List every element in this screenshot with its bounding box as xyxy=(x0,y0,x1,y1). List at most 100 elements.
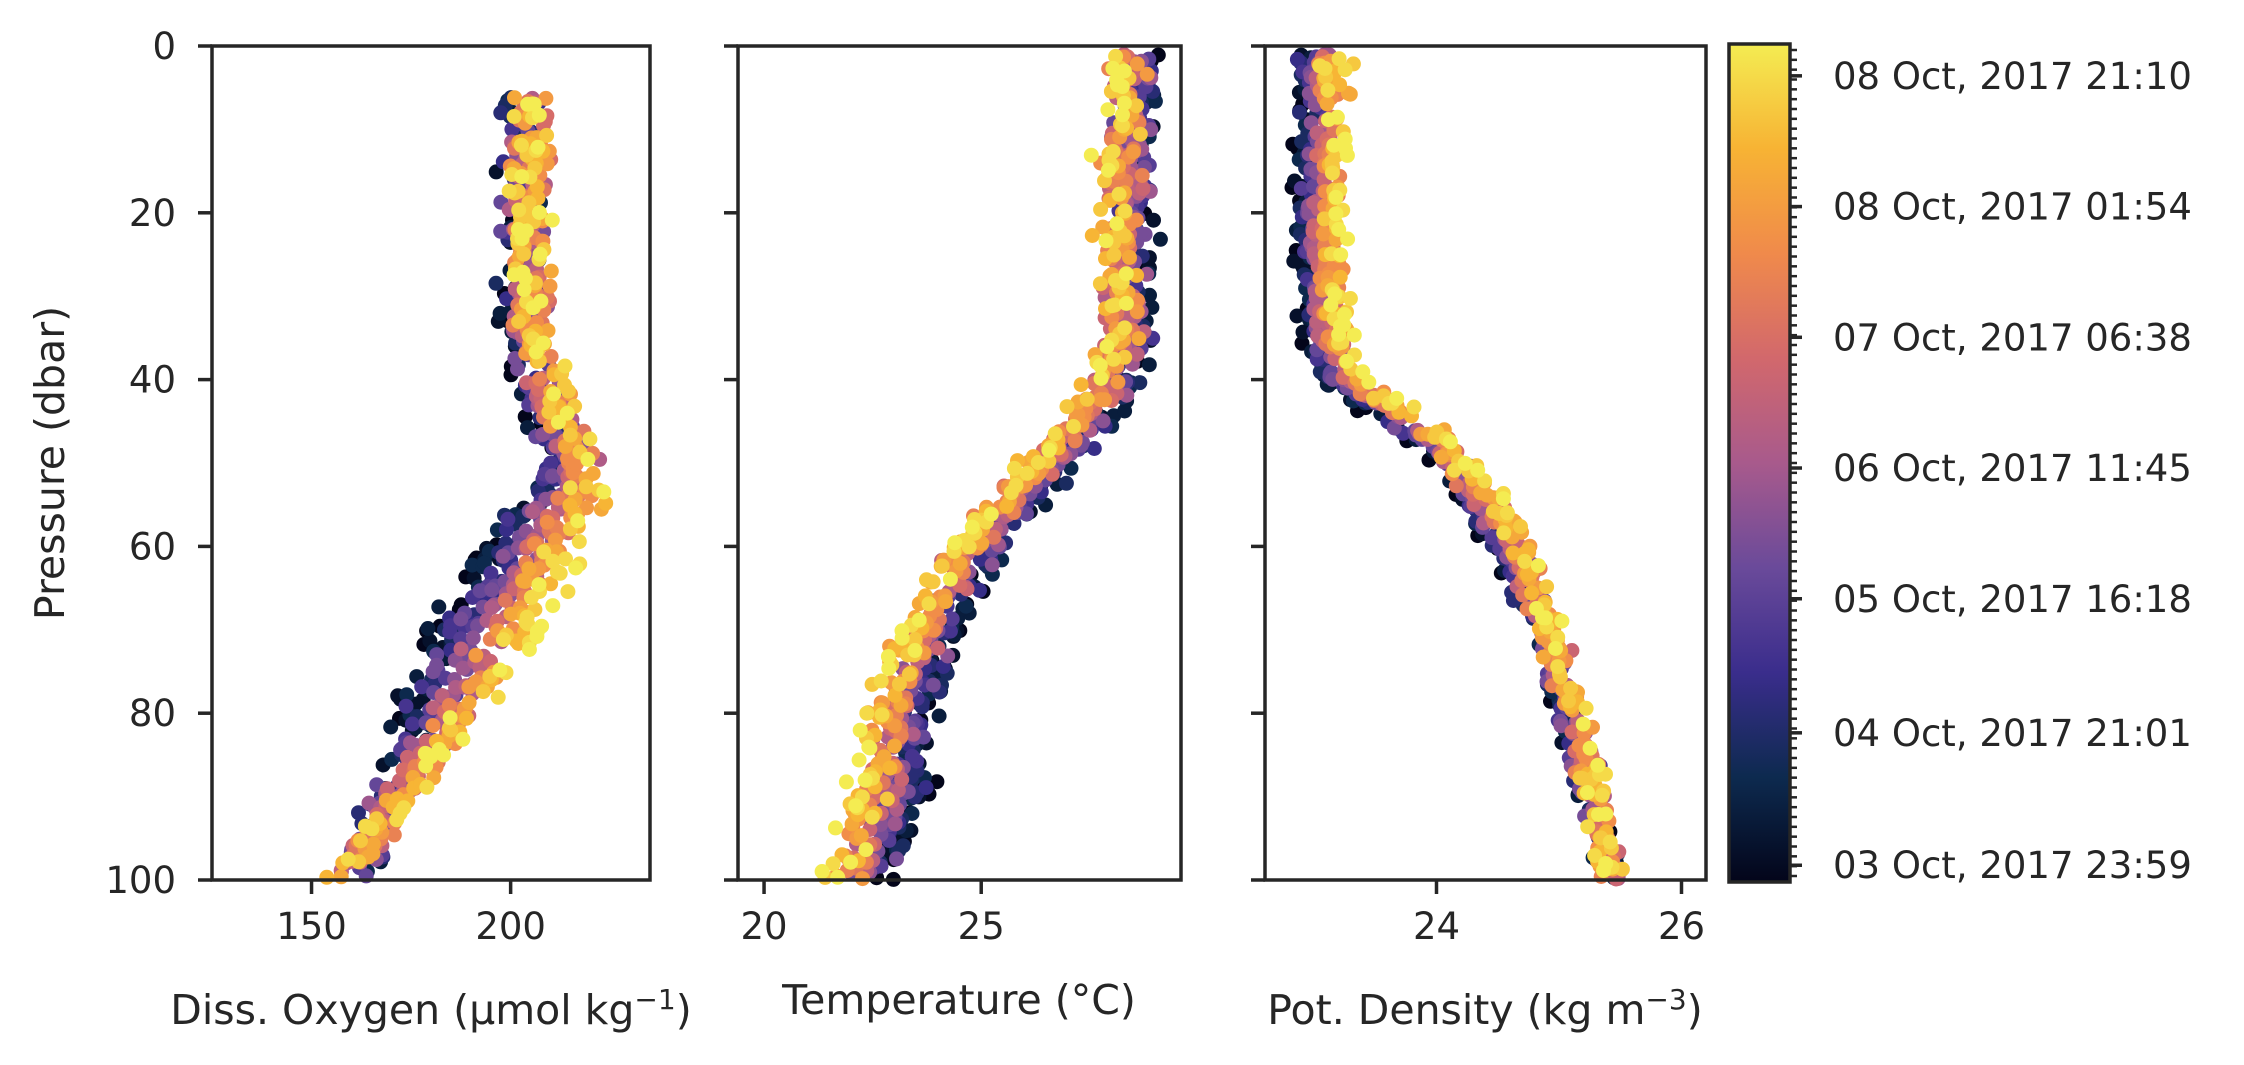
data-point xyxy=(1117,320,1133,336)
data-point xyxy=(514,169,530,185)
data-point xyxy=(925,677,941,693)
data-point xyxy=(853,828,869,844)
density-scatter-points xyxy=(1284,47,1630,887)
colorbar-tick-label: 03 Oct, 2017 23:59 xyxy=(1833,844,2192,887)
data-point xyxy=(513,137,529,153)
data-point xyxy=(986,529,1002,545)
data-point xyxy=(545,598,561,614)
data-point xyxy=(1084,228,1100,243)
data-point xyxy=(1115,118,1130,134)
data-point xyxy=(425,718,441,733)
data-point xyxy=(1116,95,1132,111)
data-point xyxy=(1129,346,1145,362)
data-point xyxy=(1132,375,1148,391)
data-point xyxy=(1320,82,1336,98)
data-point xyxy=(964,519,980,535)
data-point xyxy=(934,558,950,574)
data-point xyxy=(543,349,559,364)
density-panel: 24 26 Pot. Density (kg m−3) xyxy=(1251,44,1708,1034)
data-point xyxy=(543,576,559,592)
data-point xyxy=(851,752,867,768)
data-point xyxy=(472,583,488,599)
data-point xyxy=(1326,137,1342,153)
data-point xyxy=(1108,273,1123,288)
data-point xyxy=(357,818,373,834)
data-point xyxy=(568,560,584,576)
data-point xyxy=(828,820,843,836)
data-point xyxy=(569,456,584,472)
data-point xyxy=(983,506,999,522)
data-point xyxy=(874,707,890,723)
data-point xyxy=(468,647,484,663)
colorbar-gradient xyxy=(1729,44,1790,882)
data-point xyxy=(441,697,457,713)
data-point xyxy=(1066,419,1081,434)
data-point xyxy=(532,371,548,387)
data-point xyxy=(516,282,532,298)
data-point xyxy=(519,609,535,625)
data-point xyxy=(1131,331,1147,347)
data-point xyxy=(534,618,550,634)
y-tick-label: 40 xyxy=(129,359,176,402)
oxygen-panel: 150 200 0 20 40 60 80 100 Diss. Oxygen (μmol k… xyxy=(26,25,692,1034)
data-point xyxy=(911,612,927,628)
data-point xyxy=(484,582,500,598)
data-point xyxy=(570,513,586,529)
data-point xyxy=(483,565,499,581)
data-point xyxy=(1097,392,1113,408)
data-point xyxy=(1339,353,1355,369)
data-point xyxy=(530,139,546,155)
data-point xyxy=(1550,629,1566,645)
data-point xyxy=(1063,460,1079,476)
data-point xyxy=(1582,740,1598,756)
data-point xyxy=(1336,317,1352,333)
data-point xyxy=(1361,374,1377,390)
data-point xyxy=(1122,249,1137,265)
data-point xyxy=(942,623,958,639)
data-point xyxy=(901,666,917,682)
data-point xyxy=(1100,162,1116,178)
data-point xyxy=(1327,286,1343,302)
temperature-x-ticks: 20 25 xyxy=(741,880,1005,948)
data-point xyxy=(403,735,418,751)
data-point xyxy=(921,596,937,612)
data-point xyxy=(984,557,1000,573)
data-point xyxy=(386,827,402,843)
data-point xyxy=(558,551,573,567)
data-point xyxy=(1587,848,1603,863)
x-tick-label: 200 xyxy=(475,905,546,948)
data-point xyxy=(1292,104,1307,120)
data-point xyxy=(542,278,558,294)
data-point xyxy=(493,105,509,121)
data-point xyxy=(1092,357,1108,373)
data-point xyxy=(539,156,555,172)
colorbar-tick-label: 08 Oct, 2017 21:10 xyxy=(1833,55,2192,98)
data-point xyxy=(419,779,435,795)
data-point xyxy=(1100,102,1116,118)
data-point xyxy=(1108,48,1124,64)
data-point xyxy=(431,599,447,615)
data-point xyxy=(1041,442,1057,458)
colorbar-tick-label: 08 Oct, 2017 01:54 xyxy=(1833,186,2192,229)
data-point xyxy=(1107,297,1123,313)
data-point xyxy=(511,314,527,329)
data-point xyxy=(1406,399,1422,415)
data-point xyxy=(379,781,395,797)
data-point xyxy=(1295,324,1311,340)
data-point xyxy=(843,854,859,870)
data-point xyxy=(1134,168,1150,183)
data-point xyxy=(1289,51,1305,67)
data-point xyxy=(1079,391,1095,407)
data-point xyxy=(999,498,1015,514)
data-point xyxy=(499,291,515,307)
data-point xyxy=(535,335,551,351)
data-point xyxy=(353,833,368,849)
data-point xyxy=(894,630,910,646)
data-point xyxy=(887,738,902,754)
data-point xyxy=(1324,165,1340,181)
data-point xyxy=(1086,441,1102,456)
data-point xyxy=(497,592,513,608)
data-point xyxy=(1579,785,1595,800)
data-point xyxy=(1517,553,1533,569)
data-point xyxy=(907,643,923,658)
